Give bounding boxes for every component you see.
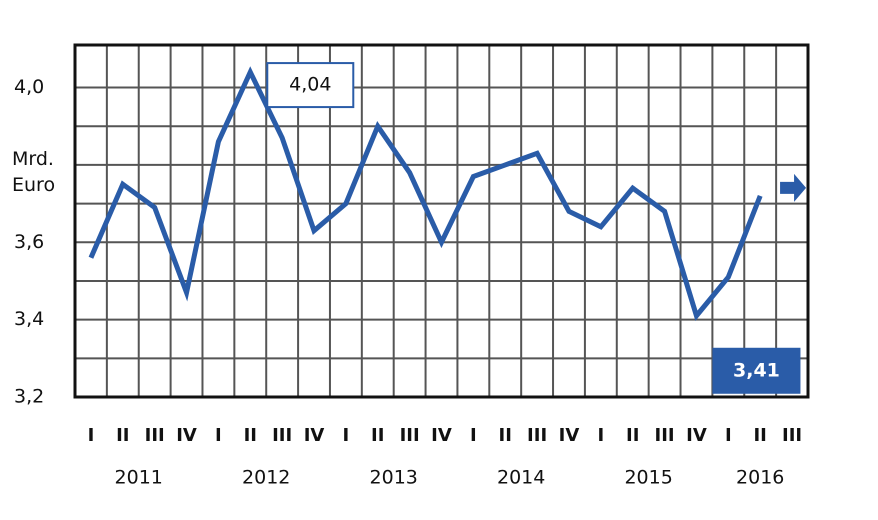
x-tick-label: IV <box>304 425 325 446</box>
x-tick-label: III <box>655 425 675 446</box>
x-tick-label: I <box>88 425 95 446</box>
x-tick-label: II <box>371 425 384 446</box>
x-tick-label: II <box>499 425 512 446</box>
x-tick-label: I <box>343 425 350 446</box>
x-tick-label: III <box>782 425 802 446</box>
value-label-box <box>266 62 355 109</box>
year-label: 2011 <box>115 467 163 489</box>
year-label: 2014 <box>497 467 545 489</box>
y-tick-label: 3,6 <box>14 231 44 253</box>
x-tick-label: II <box>626 425 639 446</box>
x-tick-label: I <box>215 425 222 446</box>
y-tick-label: 3,4 <box>14 308 44 330</box>
x-tick-label: II <box>244 425 257 446</box>
value-label-box <box>712 347 801 394</box>
value-label: 3,41 <box>733 359 780 381</box>
y-axis-label: Mrd. Euro <box>12 148 56 196</box>
x-tick-label: II <box>116 425 129 446</box>
year-label: 2016 <box>736 467 784 489</box>
x-tick-label: II <box>753 425 766 446</box>
year-label: 2015 <box>624 467 672 489</box>
x-tick-label: IV <box>176 425 197 446</box>
year-label: 2013 <box>370 467 418 489</box>
data-line <box>88 66 763 321</box>
x-tick-label: III <box>527 425 547 446</box>
y-tick-label: 3,2 <box>14 386 44 408</box>
x-tick-label: III <box>272 425 292 446</box>
plot-frame <box>73 43 810 399</box>
x-tick-label: I <box>725 425 732 446</box>
x-tick-label: I <box>597 425 604 446</box>
x-tick-label: III <box>400 425 420 446</box>
x-tick-label: I <box>470 425 477 446</box>
x-tick-label: IV <box>559 425 580 446</box>
value-label: 4,04 <box>289 74 331 96</box>
x-tick-label: IV <box>431 425 452 446</box>
trend-arrow <box>780 173 807 202</box>
y-tick-label: 4,0 <box>14 76 44 98</box>
year-label: 2012 <box>242 467 290 489</box>
x-tick-label: III <box>145 425 165 446</box>
x-tick-label: IV <box>686 425 707 446</box>
